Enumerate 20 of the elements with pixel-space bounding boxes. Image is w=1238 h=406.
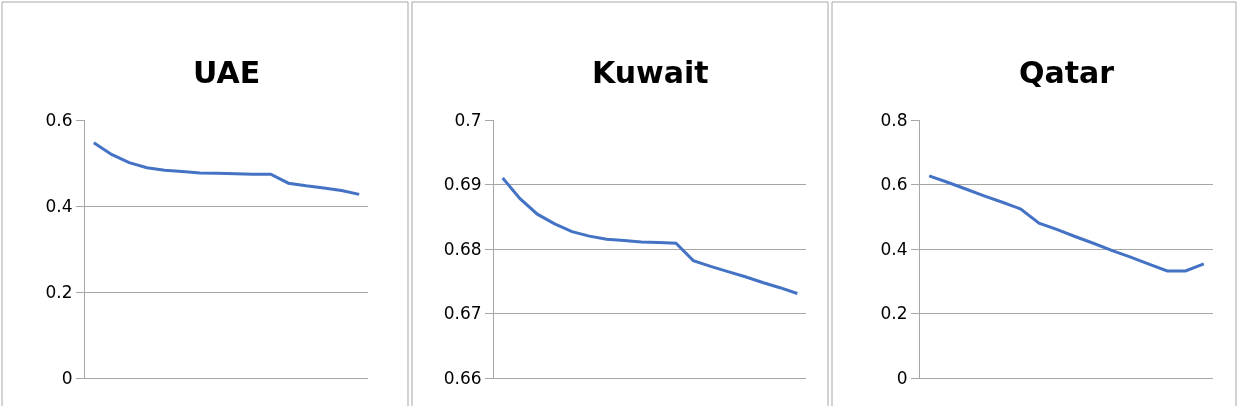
y-tick-label: 0.6 [880,174,908,195]
y-tick-label: 0.67 [443,303,482,324]
line-series [501,176,799,296]
y-tick-label: 0.68 [443,238,482,259]
chart-title: UAE [193,55,261,90]
y-tick-label: 0.66 [443,367,482,388]
y-tick-label: 0.6 [45,109,73,130]
chart-title: Qatar [1019,55,1115,90]
y-tick-label: 0.2 [880,303,908,324]
chart-title: Kuwait [592,55,709,90]
line-series [92,141,361,196]
line-series [927,174,1206,273]
y-tick-label: 0.2 [45,281,73,302]
y-tick-label: 0.4 [880,238,908,259]
y-tick-label: 0.8 [880,109,908,130]
y-tick-label: 0.4 [45,195,73,216]
y-tick-label: 0.69 [443,174,482,195]
y-tick-label: 0 [896,367,908,388]
y-tick-label: 0 [61,367,73,388]
y-tick-label: 0.7 [454,109,482,130]
